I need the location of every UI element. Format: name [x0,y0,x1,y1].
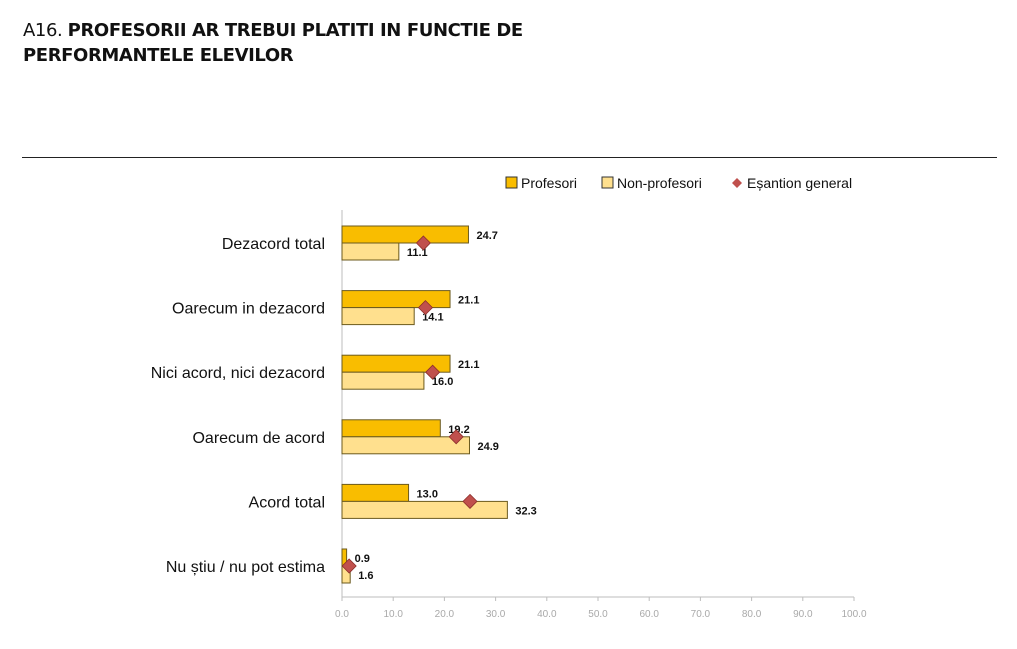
value-label-profesori: 21.1 [458,295,479,307]
value-label-non-profesori: 14.1 [422,312,443,324]
header-divider [22,157,997,158]
marker-esantion-general [448,429,464,445]
x-tick-label: 0.0 [335,609,349,620]
legend-swatch-non-profesori [601,176,614,189]
bar-non-profesori [341,371,425,390]
marker-esantion-general [415,235,431,251]
marker-esantion-general [341,558,357,574]
legend-label-profesori: Profesori [521,175,577,191]
x-tick-label: 60.0 [639,609,659,620]
category-label: Acord total [249,494,325,511]
bar-profesori [341,483,410,502]
bar-profesori [341,225,469,244]
bar-profesori [341,290,451,309]
x-tick-label: 80.0 [742,609,762,620]
marker-esantion-general [417,300,434,316]
chart-title: A16. PROFESORII AR TREBUI PLATITI IN FUN… [23,18,523,68]
value-label-profesori: 24.7 [476,230,497,242]
category-label: Oarecum de acord [192,430,325,447]
bar-non-profesori [341,307,415,326]
marker-esantion-general [462,493,478,509]
legend-label-esantion-general: Eșantion general [747,175,852,191]
title-prefix: A16. [23,20,63,41]
bar-non-profesori [341,436,470,455]
value-label-profesori: 0.9 [355,553,370,565]
x-tick-label: 50.0 [588,609,608,620]
value-label-non-profesori: 24.9 [477,441,498,453]
title-line-1: PROFESORII AR TREBUI PLATITI IN FUNCTIE … [67,20,524,41]
value-label-non-profesori: 32.3 [515,505,536,517]
value-label-profesori: 13.0 [417,488,438,500]
legend-label-non-profesori: Non-profesori [617,175,702,191]
x-tick-label: 10.0 [383,609,403,620]
title-line-2: PERFORMANTELE ELEVILOR [23,45,294,66]
value-label-non-profesori: 1.6 [358,570,373,582]
bar-non-profesori [341,500,508,519]
category-label: Dezacord total [222,236,325,253]
legend-marker-esantion-general [732,178,742,188]
x-tick-label: 70.0 [691,609,711,620]
marker-esantion-general [425,364,441,380]
x-tick-label: 100.0 [841,609,866,620]
x-tick-label: 30.0 [486,609,506,620]
x-tick-label: 20.0 [435,609,455,620]
category-label: Nici acord, nici dezacord [151,365,325,382]
bar-non-profesori [341,242,400,261]
value-label-non-profesori: 16.0 [432,376,453,388]
x-tick-label: 90.0 [793,609,813,620]
category-label: Nu știu / nu pot estima [166,559,325,576]
value-label-profesori: 21.1 [458,359,479,371]
legend-swatch-profesori [505,176,518,189]
value-label-non-profesori: 11.1 [407,247,428,259]
x-tick-label: 40.0 [537,609,557,620]
bar-profesori [341,419,441,438]
category-label: Oarecum in dezacord [172,301,325,318]
